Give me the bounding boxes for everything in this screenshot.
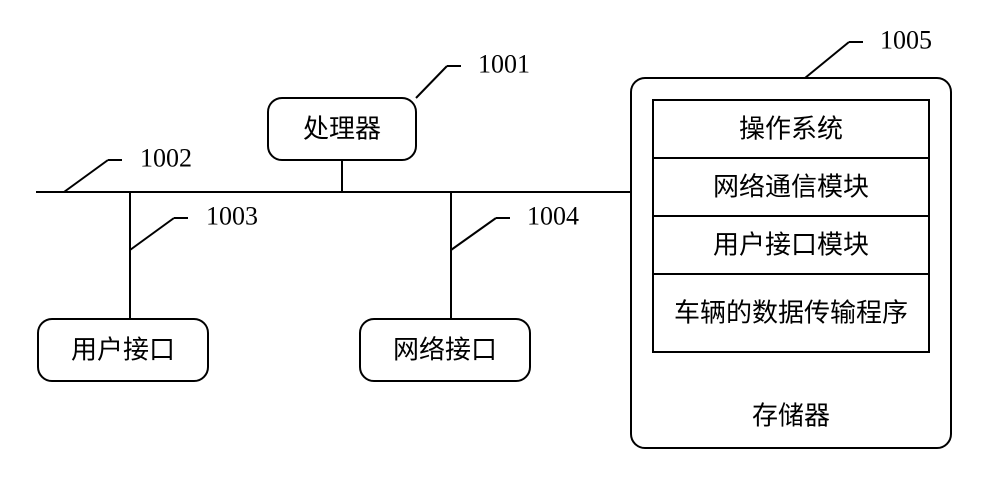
processor-label: 处理器 [303, 115, 381, 144]
memory-row-3-label: 车辆的数据传输程序 [674, 299, 908, 328]
processor-leader-line [416, 66, 447, 98]
net-if-leader-line [451, 218, 496, 250]
memory-leader-line [805, 42, 849, 78]
processor-id-label: 1001 [478, 50, 530, 79]
net-if-label: 网络接口 [393, 336, 497, 365]
bus-id-label: 1002 [140, 144, 192, 173]
bus-leader-line [64, 160, 108, 192]
user-if-label: 用户接口 [71, 336, 175, 365]
memory-id-label: 1005 [880, 26, 932, 55]
memory-row-1-label: 网络通信模块 [713, 173, 869, 202]
memory-caption: 存储器 [752, 402, 830, 431]
memory-row-0-label: 操作系统 [739, 115, 843, 144]
memory-row-2-label: 用户接口模块 [713, 231, 869, 260]
user-if-id-label: 1003 [206, 202, 258, 231]
net-if-id-label: 1004 [527, 202, 579, 231]
user-if-leader-line [130, 218, 174, 250]
